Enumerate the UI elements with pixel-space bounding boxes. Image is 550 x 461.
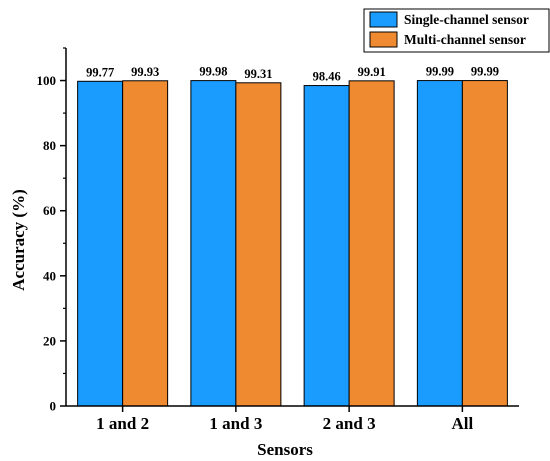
legend-swatch-multi-channel	[369, 31, 398, 48]
data-label-single-channel-1-and-3: 99.98	[199, 65, 227, 79]
bar-single-channel-2-and-3	[303, 85, 350, 407]
bar-single-channel-1-and-3	[190, 80, 237, 407]
y-axis-title: Accuracy (%)	[9, 189, 28, 291]
axes-layer: 1 and 2 1 and 3 2 and 3 All 0 20 40 60 80 100	[37, 47, 519, 433]
legend-label-single-channel: Single-channel sensor	[404, 12, 529, 27]
data-label-single-channel-all: 99.99	[426, 65, 454, 79]
y-tick-label-20: 20	[43, 333, 56, 348]
data-label-multi-channel-1-and-2: 99.93	[131, 65, 159, 79]
y-tick-label-80: 80	[43, 138, 56, 153]
legend-label-multi-channel: Multi-channel sensor	[404, 32, 526, 47]
data-label-multi-channel-2-and-3: 99.91	[358, 65, 386, 79]
bar-single-channel-all	[416, 80, 463, 407]
x-tick-label-1-and-2: 1 and 2	[96, 414, 149, 433]
x-tick-label-2-and-3: 2 and 3	[323, 414, 376, 433]
y-tick-label-60: 60	[43, 203, 56, 218]
data-labels-layer: 99.77 99.93 99.98 99.31 98.46 99.91 99.99 99.99	[86, 65, 499, 84]
data-label-single-channel-1-and-2: 99.77	[86, 65, 114, 79]
y-tick-label-40: 40	[43, 268, 56, 283]
x-axis-title: Sensors	[257, 440, 313, 459]
bars-layer	[77, 80, 508, 407]
x-tick-label-all: All	[452, 414, 474, 433]
data-label-multi-channel-1-and-3: 99.31	[244, 67, 272, 81]
y-tick-label-100: 100	[37, 73, 57, 88]
bar-multi-channel-1-and-3	[235, 82, 282, 407]
bar-multi-channel-1-and-2	[122, 80, 169, 407]
data-label-single-channel-2-and-3: 98.46	[313, 70, 341, 84]
legend-swatch-single-channel	[369, 11, 398, 28]
y-tick-label-0: 0	[50, 399, 57, 414]
x-tick-label-1-and-3: 1 and 3	[209, 414, 262, 433]
data-label-multi-channel-all: 99.99	[471, 65, 499, 79]
bar-single-channel-1-and-2	[77, 80, 124, 407]
bar-multi-channel-all	[461, 80, 508, 407]
legend: Single-channel sensor Multi-channel sens…	[363, 8, 550, 53]
bar-multi-channel-2-and-3	[348, 80, 395, 407]
